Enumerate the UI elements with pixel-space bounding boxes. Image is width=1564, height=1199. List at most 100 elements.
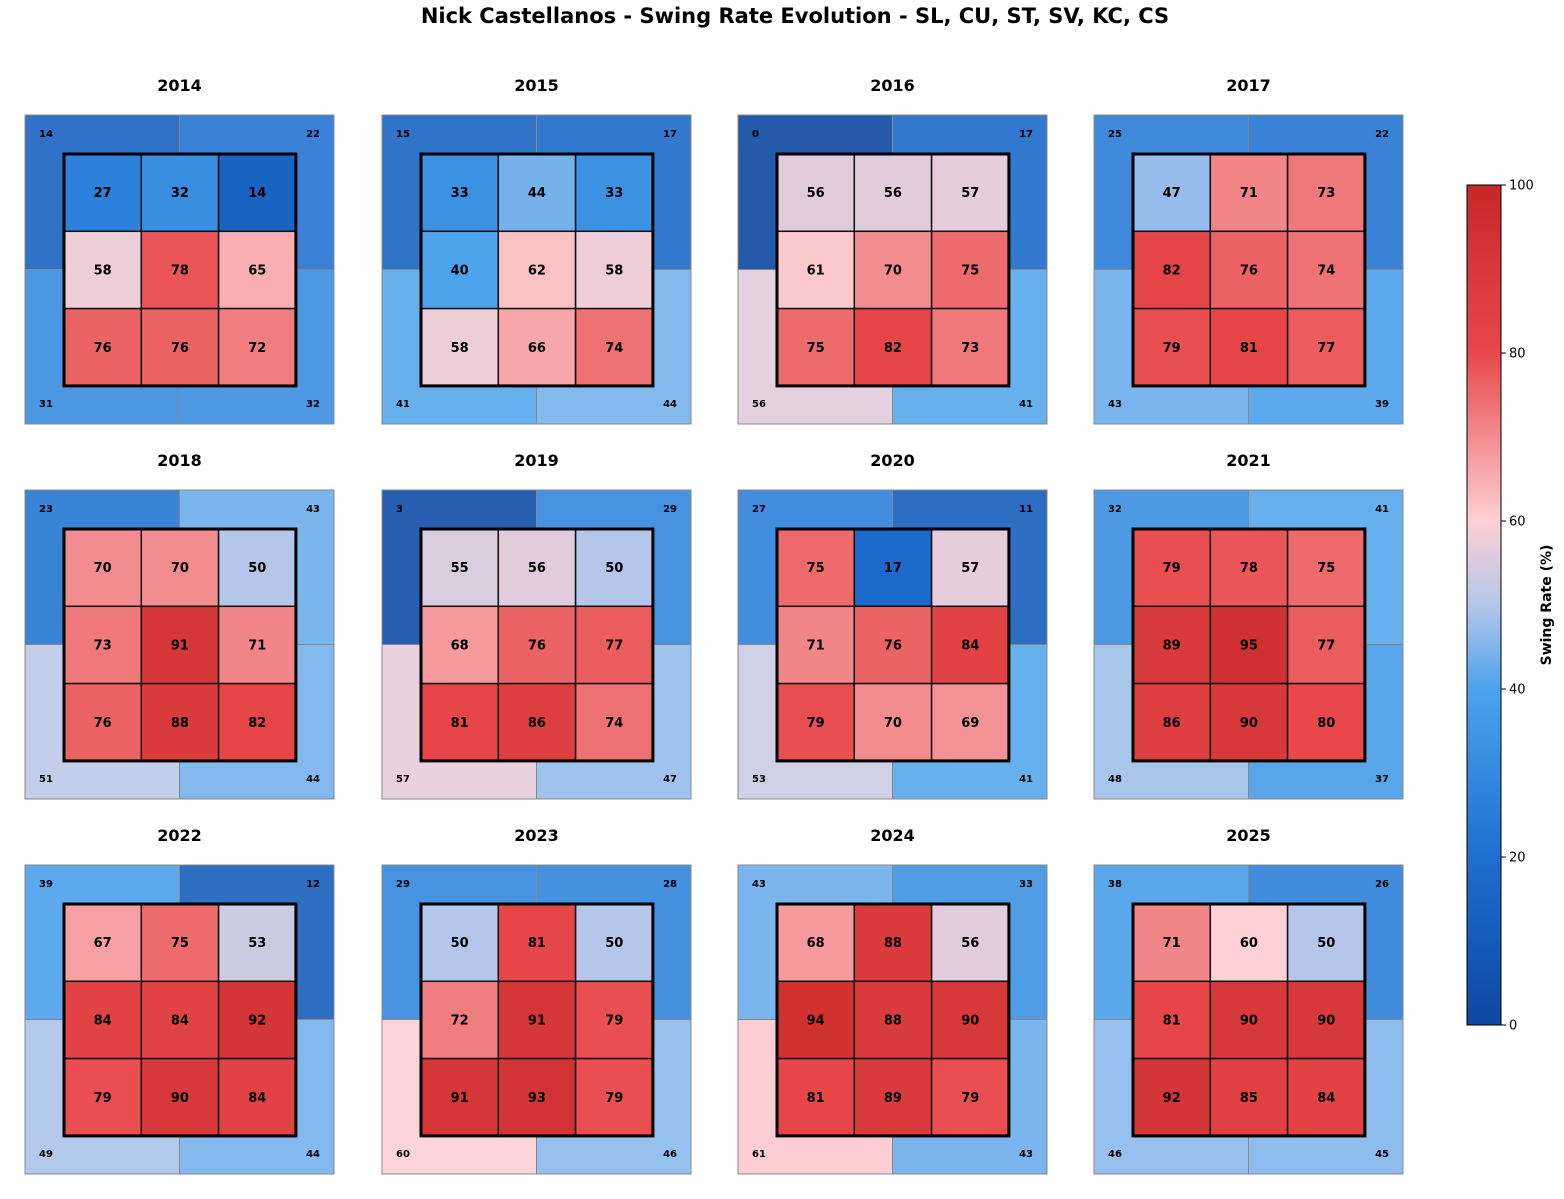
strike-zone-border [62,902,298,1138]
zone-cell [776,230,856,310]
outer-zone-label: 44 [306,1149,320,1160]
zone-cell-label: 32 [171,186,189,201]
zone-cell [63,528,143,608]
zone-cell-label: 53 [248,936,266,951]
panel-title: 2022 [157,826,202,845]
zone-cell [776,153,856,233]
outer-zone-label: 60 [396,1149,410,1160]
outer-zone-label: 33 [1019,879,1033,890]
zone-cell [420,307,500,387]
zone-cell-label: 57 [961,561,979,576]
zone-cell-label: 73 [1317,186,1335,201]
zone-cell [497,980,577,1060]
outer-zone-label: 43 [306,504,320,515]
zone-cell [574,903,654,983]
zone-cell-label: 75 [171,936,189,951]
zone-cell-label: 82 [248,716,266,731]
zone-cell [853,307,933,387]
zone-cell [140,528,220,608]
zone-cell [574,682,654,762]
zone-cell [217,1057,297,1137]
panel-2018: 2018 23 43 51 44 70 70 50 73 91 71 76 88 82 [24,451,335,800]
zone-cell [574,605,654,685]
zone-cell-label: 93 [528,1091,546,1106]
zone-cell-label: 77 [1317,341,1335,356]
zone-cell-label: 79 [807,716,825,731]
zone-cell-label: 56 [807,186,825,201]
zone-cell-label: 81 [451,716,469,731]
zone-cell [140,980,220,1060]
outer-zone-label: 32 [306,399,320,410]
zone-cell [776,682,856,762]
outer-zone-label: 41 [1019,399,1033,410]
outer-zone-label: 46 [663,1149,677,1160]
zone-cell [140,307,220,387]
zone-cell-label: 57 [961,186,979,201]
zone-cell-label: 91 [528,1013,546,1028]
zone-cell-label: 78 [171,263,189,278]
zone-cell-label: 56 [528,561,546,576]
colorbar-tick-label: 60 [1509,515,1526,530]
zone-cell-label: 72 [248,341,266,356]
zone-cell-label: 90 [1317,1013,1335,1028]
strike-zone-border [62,152,298,388]
zone-cell [1286,307,1366,387]
zone-cell-label: 71 [1240,186,1258,201]
zone-cell [1132,980,1212,1060]
zone-cell-label: 50 [248,561,266,576]
zone-cell [1286,980,1366,1060]
zone-cell-label: 17 [884,561,902,576]
outer-zone-label: 15 [396,129,410,140]
zone-cell [853,528,933,608]
panel-2016: 2016 0 17 56 41 56 56 57 61 70 75 75 82 73 [737,76,1048,425]
zone-cell [853,1057,933,1137]
zone-cell-label: 85 [1240,1091,1258,1106]
zone-cell-label: 50 [451,936,469,951]
zone-cell [930,1057,1010,1137]
zone-cell-label: 71 [1163,936,1181,951]
zone-cell-label: 71 [248,638,266,653]
panel-title: 2014 [157,76,202,95]
colorbar-gradient [1466,184,1502,1026]
zone-cell [930,605,1010,685]
zone-cell-label: 86 [528,716,546,731]
outer-zone-label: 46 [1108,1149,1122,1160]
zone-cell [497,605,577,685]
zone-cell-label: 68 [451,638,469,653]
zone-cell-label: 56 [961,936,979,951]
outer-zone-label: 41 [1375,504,1389,515]
strike-zone-border [1131,527,1367,763]
outer-zone-label: 45 [1375,1149,1389,1160]
panel-title: 2016 [870,76,915,95]
zone-cell-label: 73 [94,638,112,653]
zone-cell-label: 72 [451,1013,469,1028]
zone-cell-label: 90 [1240,1013,1258,1028]
zone-cell [140,605,220,685]
outer-zone-label: 22 [1375,129,1389,140]
outer-zone-label: 12 [306,879,320,890]
outer-zone-label: 14 [39,129,53,140]
zone-cell-label: 33 [605,186,623,201]
panel-title: 2024 [870,826,915,845]
outer-zone-label: 49 [39,1149,53,1160]
panel-title: 2019 [514,451,559,470]
zone-cell [1209,153,1289,233]
zone-cell-label: 58 [451,341,469,356]
zone-cell-label: 50 [605,936,623,951]
panel-title: 2017 [1226,76,1271,95]
zone-cell-label: 68 [807,936,825,951]
zone-cell-label: 70 [94,561,112,576]
colorbar-tick-label: 80 [1509,347,1526,362]
strike-zone-border [775,902,1011,1138]
panel-title: 2018 [157,451,202,470]
zone-cell-label: 61 [807,263,825,278]
zone-cell [1286,605,1366,685]
zone-cell-label: 88 [171,716,189,731]
zone-cell-label: 79 [1163,561,1181,576]
colorbar-label: Swing Rate (%) [1539,545,1555,666]
zone-cell [574,528,654,608]
outer-zone-label: 0 [752,129,759,140]
outer-zone-label: 48 [1108,774,1122,785]
colorbar-tick-label: 20 [1509,851,1526,866]
